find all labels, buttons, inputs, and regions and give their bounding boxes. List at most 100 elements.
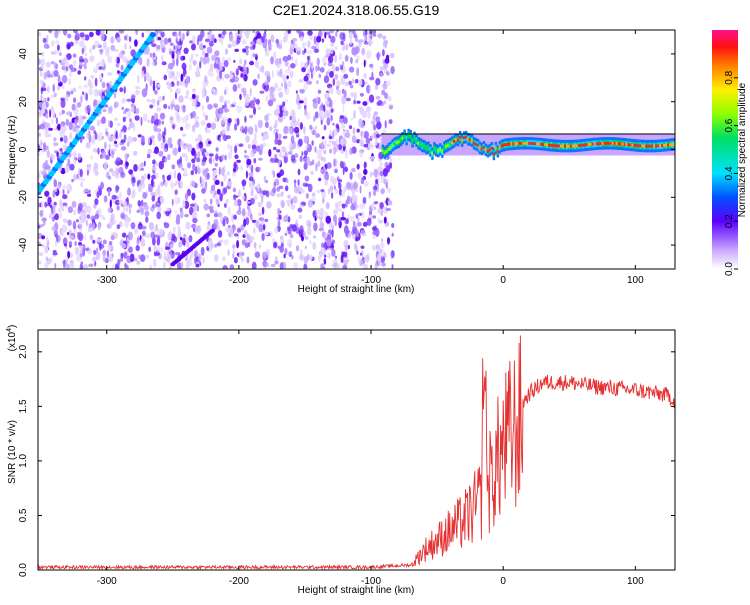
spectrogram-noise-cell — [214, 243, 217, 248]
spectrogram-noise-cell — [325, 215, 332, 224]
spectrogram-noise-cell — [145, 216, 149, 223]
spectrogram-noise-cell — [235, 68, 239, 76]
spectrogram-noise-cell — [375, 77, 381, 86]
spectrogram-noise-cell — [223, 239, 229, 246]
spectrogram-noise-cell — [229, 78, 236, 83]
spectrogram-noise-cell — [92, 147, 98, 153]
spectrogram-noise-cell — [163, 103, 168, 109]
spectrogram-noise-cell — [110, 44, 116, 52]
spectrogram-noise-cell — [174, 196, 180, 205]
spectrogram-noise-cell — [334, 46, 338, 50]
spectrogram-noise-cell — [185, 76, 190, 85]
spectrogram-noise-cell — [242, 195, 245, 200]
spectrogram-noise-cell — [172, 226, 176, 233]
spectrogram-noise-cell — [100, 181, 104, 190]
band-core — [629, 143, 632, 147]
spectrogram-noise-cell — [274, 158, 279, 164]
spectrogram-noise-cell — [86, 169, 89, 176]
spectrogram-noise-cell — [313, 48, 320, 53]
spectrogram-noise-cell — [169, 265, 172, 269]
spectrogram-noise-cell — [281, 146, 286, 152]
spectrogram-noise-cell — [150, 135, 155, 140]
spectrogram-noise-cell — [349, 38, 353, 45]
spectrogram-noise-cell — [372, 33, 377, 37]
spectrogram-noise-cell — [293, 126, 300, 134]
spectrogram-noise-cell — [45, 113, 49, 119]
spectrogram-noise-cell — [209, 238, 213, 247]
spectrogram-noise-cell — [356, 250, 359, 255]
spectrogram-noise-cell — [390, 66, 395, 75]
spectrogram-noise-cell — [160, 42, 166, 48]
band-core — [423, 144, 426, 148]
spectrogram-noise-cell — [355, 236, 358, 242]
band-core — [575, 144, 579, 148]
spectrogram-noise-cell — [130, 222, 136, 230]
spectrogram-noise-cell — [327, 97, 331, 102]
spectrogram-noise-cell — [255, 125, 258, 134]
spectrogram-noise-cell — [160, 31, 165, 38]
spectrogram-noise-cell — [86, 132, 91, 139]
spectrogram-noise-cell — [58, 208, 61, 212]
spectrogram-noise-cell — [284, 248, 288, 256]
spectrogram-noise-cell — [262, 135, 266, 142]
spectrogram-noise-cell — [41, 209, 44, 214]
spectrogram-noise-cell — [289, 47, 294, 55]
spectrogram-noise-cell — [359, 150, 363, 158]
spectrogram-noise-cell — [218, 166, 221, 176]
spectrogram-noise-cell — [241, 208, 246, 217]
spectrogram-noise-cell — [196, 157, 201, 163]
spectrogram-noise-cell — [227, 227, 234, 235]
spectrogram-noise-cell — [357, 172, 362, 180]
spectrogram-noise-cell — [359, 92, 364, 97]
spectrogram-noise-cell — [175, 32, 178, 40]
spectrogram-noise-cell — [67, 190, 70, 194]
spectrogram-noise-cell — [243, 64, 246, 71]
spectrogram-noise-cell — [321, 38, 325, 43]
spectrogram-noise-cell — [145, 46, 150, 55]
spectrogram-noise-cell — [197, 164, 200, 174]
spectrogram-noise-cell — [79, 61, 83, 66]
spectrogram-noise-cell — [194, 226, 198, 234]
spectrogram-noise-cell — [200, 30, 205, 38]
band-core — [464, 135, 468, 139]
spectrogram-noise-cell — [236, 117, 240, 126]
spectrogram-noise-cell — [202, 111, 206, 118]
spectrogram-noise-cell — [273, 146, 277, 151]
spectrogram-noise-cell — [364, 34, 368, 42]
spectrogram-noise-cell — [360, 229, 366, 234]
spectrogram-noise-cell — [212, 193, 216, 199]
spectrogram-noise-cell — [338, 182, 342, 189]
spectrogram-noise-cell — [277, 133, 282, 140]
spectrogram-noise-cell — [182, 55, 186, 61]
spectrogram-noise-cell — [267, 43, 273, 49]
spectrogram-noise-cell — [97, 61, 101, 67]
band-core — [542, 143, 545, 146]
spectrogram-noise-cell — [110, 234, 115, 241]
spectrogram-noise-cell — [195, 121, 199, 126]
spectrogram-noise-cell — [47, 127, 54, 131]
spectrogram-noise-cell — [120, 252, 124, 259]
spectrogram-noise-cell — [383, 216, 387, 224]
band-core — [506, 142, 509, 146]
spectrogram-noise-cell — [327, 55, 334, 64]
spectrogram-noise-cell — [311, 192, 316, 197]
band-core — [633, 143, 636, 147]
spectrogram-noise-cell — [294, 153, 299, 158]
band-core — [564, 144, 567, 148]
spectrogram-noise-cell — [92, 239, 96, 244]
spectrogram-noise-cell — [289, 233, 294, 239]
spectrogram-noise-cell — [210, 184, 216, 192]
spectrogram-noise-cell — [352, 181, 359, 190]
spectrogram-noise-cell — [375, 96, 381, 100]
spectrogram-noise-cell — [140, 162, 144, 168]
spectrogram-noise-cell — [117, 258, 121, 266]
spectrogram-noise-cell — [297, 104, 302, 110]
spectrogram-ramp — [38, 32, 215, 267]
spectrogram-noise-cell — [328, 109, 332, 117]
spectrogram-noise-cell — [343, 73, 349, 79]
band-core — [516, 142, 519, 145]
spectrogram-noise-cell — [164, 251, 167, 260]
spectrogram-noise-cell — [191, 110, 196, 119]
spectrogram-noise-cell — [206, 223, 212, 230]
y-tick-label: 40 — [18, 48, 29, 60]
